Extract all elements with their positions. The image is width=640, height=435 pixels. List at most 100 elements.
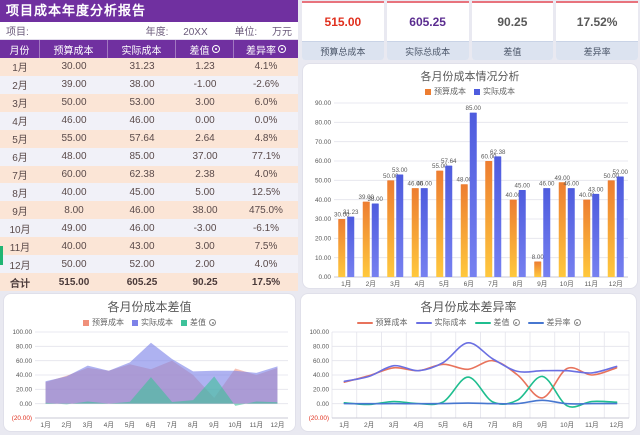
- bar-实际成本[interactable]: [445, 165, 453, 277]
- svg-text:85.00: 85.00: [466, 105, 482, 112]
- table-row[interactable]: 5月 55.00 57.64 2.64 4.8%: [0, 129, 298, 148]
- svg-text:8.00: 8.00: [532, 254, 545, 261]
- bar-预算成本[interactable]: [436, 170, 444, 277]
- legend-item[interactable]: 实际成本: [415, 317, 467, 328]
- difference-label: 差值: [471, 41, 554, 60]
- bar-预算成本[interactable]: [411, 188, 419, 277]
- bar-实际成本[interactable]: [347, 216, 355, 277]
- filter-icon[interactable]: [573, 319, 581, 326]
- table-row[interactable]: 12月 50.00 52.00 2.00 4.0%: [0, 255, 298, 274]
- table-cell: -1.00: [193, 79, 217, 91]
- bar-预算成本[interactable]: [558, 182, 566, 277]
- table-row[interactable]: 10月 49.00 46.00 -3.00 -6.1%: [0, 219, 298, 238]
- legend-label: 实际成本: [483, 87, 515, 96]
- filter-icon[interactable]: [211, 45, 220, 53]
- table-row[interactable]: 4月 46.00 46.00 0.00 0.0%: [0, 111, 298, 130]
- svg-text:20.00: 20.00: [315, 236, 331, 243]
- bar-实际成本[interactable]: [616, 176, 624, 277]
- svg-text:55.00: 55.00: [432, 163, 448, 170]
- legend-item[interactable]: 实际成本: [132, 317, 173, 328]
- svg-text:8月: 8月: [513, 280, 523, 288]
- legend-item[interactable]: 预算成本: [356, 317, 408, 328]
- svg-text:9月: 9月: [537, 280, 547, 288]
- table-cell: 2.00: [195, 258, 215, 270]
- line-chart-card: 各月份成本差异率 预算成本 实际成本 差值 差异率 100.00 80.00 60.00 4…: [300, 293, 637, 432]
- column-header[interactable]: 差值: [176, 40, 234, 58]
- legend-label: 预算成本: [92, 318, 124, 327]
- table-row[interactable]: 1月 30.00 31.23 1.23 4.1%: [0, 58, 298, 76]
- table-cell: 38.00: [192, 204, 218, 216]
- table-row[interactable]: 8月 40.00 45.00 5.00 12.5%: [0, 183, 298, 202]
- line-chart[interactable]: 100.00 80.00 60.00 40.00 20.00 0.00 (20.00) 1月 2…: [301, 328, 634, 432]
- table-cell: 475.0%: [249, 204, 283, 216]
- table-row[interactable]: 2月 39.00 38.00 -1.00 -2.6%: [0, 75, 298, 94]
- filter-icon[interactable]: [512, 319, 520, 326]
- rate-label: 差异率: [556, 41, 638, 60]
- filter-icon[interactable]: [209, 319, 216, 326]
- area-chart-legend[interactable]: 预算成本 实际成本 差值: [4, 317, 295, 328]
- bar-预算成本[interactable]: [534, 261, 542, 277]
- table-cell: 55.00: [61, 133, 87, 145]
- bar-实际成本[interactable]: [371, 203, 379, 277]
- legend-swatch: [474, 321, 491, 324]
- legend-item[interactable]: 差异率: [527, 317, 581, 328]
- legend-item[interactable]: 预算成本: [83, 317, 124, 328]
- bar-预算成本[interactable]: [607, 180, 615, 277]
- line-chart-legend[interactable]: 预算成本 实际成本 差值 差异率: [301, 317, 636, 328]
- area-差值[interactable]: [45, 376, 278, 406]
- column-header[interactable]: 差异率: [234, 40, 298, 58]
- bar-chart-legend[interactable]: 预算成本 实际成本: [303, 86, 637, 97]
- bar-预算成本[interactable]: [509, 199, 517, 277]
- svg-text:46.00: 46.00: [417, 181, 433, 188]
- bar-实际成本[interactable]: [494, 156, 502, 277]
- line-差异率[interactable]: [343, 399, 618, 405]
- svg-text:38.00: 38.00: [368, 196, 384, 203]
- svg-text:4月: 4月: [413, 421, 423, 429]
- table-cell: 38.00: [129, 79, 155, 91]
- table-row[interactable]: 3月 50.00 53.00 3.00 6.0%: [0, 93, 298, 112]
- legend-item[interactable]: 差值: [181, 317, 216, 328]
- line-差值[interactable]: [343, 375, 618, 408]
- bar-预算成本[interactable]: [583, 199, 591, 277]
- svg-text:11月: 11月: [250, 421, 263, 429]
- bar-实际成本[interactable]: [396, 174, 404, 277]
- line-预算成本[interactable]: [343, 359, 618, 399]
- table-cell: -3.00: [193, 222, 217, 234]
- line-实际成本[interactable]: [343, 342, 618, 383]
- bar-chart[interactable]: 90.00 80.00 70.00 60.00 50.00 40.00 30.00 20.00…: [303, 97, 633, 289]
- bar-实际成本[interactable]: [592, 193, 600, 277]
- bar-实际成本[interactable]: [518, 190, 526, 277]
- bar-实际成本[interactable]: [469, 112, 477, 278]
- bar-预算成本[interactable]: [387, 180, 395, 277]
- table-cell: 5月: [12, 135, 28, 147]
- rate-value: 17.52%: [576, 15, 618, 29]
- svg-text:1月: 1月: [341, 280, 351, 288]
- bar-预算成本[interactable]: [338, 219, 346, 277]
- table-row[interactable]: 11月 40.00 43.00 3.00 7.5%: [0, 237, 298, 256]
- bar-实际成本[interactable]: [420, 188, 428, 277]
- table-cell: 5.00: [195, 186, 215, 198]
- legend-swatch: [474, 88, 480, 95]
- svg-text:(20.00): (20.00): [309, 415, 329, 422]
- bar-预算成本[interactable]: [460, 184, 468, 277]
- bar-预算成本[interactable]: [485, 161, 493, 277]
- legend-item[interactable]: 差值: [474, 317, 520, 328]
- table-row[interactable]: 9月 8.00 46.00 38.00 475.0%: [0, 201, 298, 220]
- svg-text:11月: 11月: [585, 421, 598, 429]
- bar-预算成本[interactable]: [362, 201, 370, 277]
- table-row[interactable]: 7月 60.00 62.38 2.38 4.0%: [0, 165, 298, 184]
- table-row[interactable]: 6月 48.00 85.00 37.00 77.1%: [0, 147, 298, 166]
- legend-item[interactable]: 实际成本: [474, 86, 515, 97]
- table-cell: 10月: [9, 224, 31, 236]
- svg-text:12月: 12月: [610, 421, 624, 429]
- table-cell: 46.00: [129, 204, 155, 216]
- bar-实际成本[interactable]: [567, 188, 575, 277]
- bar-实际成本[interactable]: [543, 188, 551, 277]
- filter-icon[interactable]: [278, 45, 286, 53]
- svg-text:80.00: 80.00: [313, 344, 329, 351]
- legend-item[interactable]: 预算成本: [425, 86, 466, 97]
- table-total-row[interactable]: 合计 515.00 605.25 90.25 17.5%: [0, 273, 298, 291]
- svg-text:31.23: 31.23: [343, 209, 359, 216]
- area-chart[interactable]: 100.00 80.00 60.00 40.00 20.00 0.00 (20.00) 1月 2…: [4, 328, 293, 432]
- table-cell: 37.00: [192, 151, 218, 163]
